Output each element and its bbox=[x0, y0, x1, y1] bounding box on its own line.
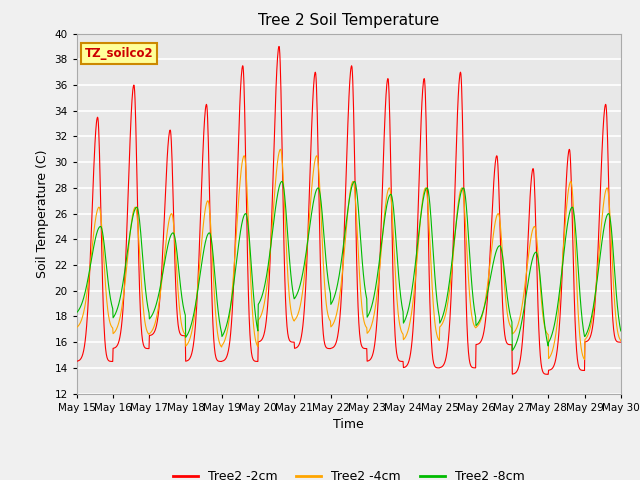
Tree2 -8cm bbox=[508, 348, 516, 353]
Tree2 -4cm bbox=[194, 283, 202, 289]
Tree2 -2cm bbox=[617, 339, 625, 345]
Tree2 -2cm bbox=[194, 282, 202, 288]
Tree2 -4cm bbox=[617, 337, 625, 343]
Tree2 -4cm bbox=[580, 357, 588, 362]
Legend: Tree2 -2cm, Tree2 -4cm, Tree2 -8cm: Tree2 -2cm, Tree2 -4cm, Tree2 -8cm bbox=[168, 465, 529, 480]
Tree2 -2cm bbox=[545, 372, 552, 377]
Tree2 -8cm bbox=[434, 301, 442, 307]
Tree2 -4cm bbox=[73, 324, 81, 330]
Tree2 -4cm bbox=[180, 331, 188, 336]
Line: Tree2 -2cm: Tree2 -2cm bbox=[77, 47, 621, 374]
Line: Tree2 -8cm: Tree2 -8cm bbox=[77, 181, 621, 350]
Tree2 -2cm bbox=[180, 333, 188, 338]
Tree2 -8cm bbox=[553, 308, 561, 313]
Tree2 -8cm bbox=[255, 301, 262, 307]
Tree2 -4cm bbox=[276, 146, 284, 152]
Tree2 -8cm bbox=[194, 288, 202, 293]
Tree2 -8cm bbox=[73, 310, 81, 315]
Tree2 -2cm bbox=[275, 44, 283, 49]
Tree2 -2cm bbox=[505, 342, 513, 348]
Tree2 -4cm bbox=[434, 334, 442, 340]
Line: Tree2 -4cm: Tree2 -4cm bbox=[77, 149, 621, 360]
Tree2 -2cm bbox=[434, 365, 442, 371]
Tree2 -2cm bbox=[255, 339, 262, 345]
Title: Tree 2 Soil Temperature: Tree 2 Soil Temperature bbox=[258, 13, 440, 28]
Tree2 -8cm bbox=[278, 179, 286, 184]
Tree2 -8cm bbox=[180, 310, 188, 315]
Tree2 -2cm bbox=[553, 349, 561, 355]
Tree2 -8cm bbox=[505, 303, 513, 309]
Tree2 -4cm bbox=[505, 317, 513, 323]
Tree2 -8cm bbox=[617, 328, 625, 334]
Tree2 -2cm bbox=[73, 359, 81, 364]
Tree2 -4cm bbox=[553, 326, 561, 332]
X-axis label: Time: Time bbox=[333, 418, 364, 431]
Text: TZ_soilco2: TZ_soilco2 bbox=[85, 47, 154, 60]
Y-axis label: Soil Temperature (C): Soil Temperature (C) bbox=[36, 149, 49, 278]
Tree2 -4cm bbox=[255, 317, 262, 323]
